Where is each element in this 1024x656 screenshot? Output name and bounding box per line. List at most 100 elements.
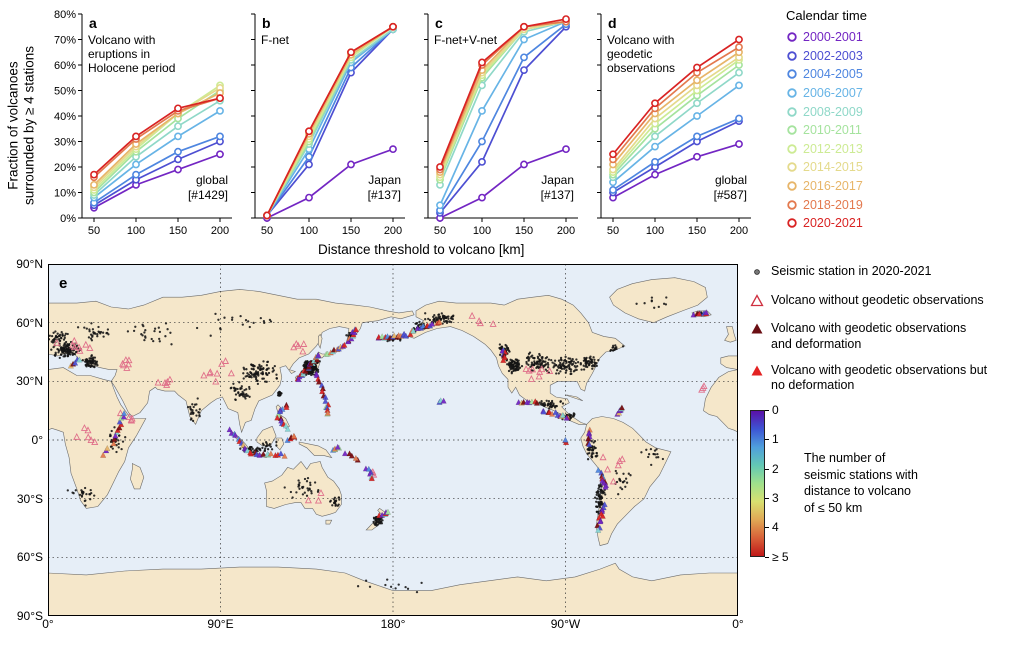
filled-triangle-icon: [751, 365, 763, 375]
calendar-entry-label: 2012-2013: [803, 141, 863, 156]
x-axis-label-row: Distance threshold to volcano [km]: [0, 242, 1024, 260]
svg-text:Volcano with: Volcano with: [607, 33, 674, 47]
colorbar-tick-mark: [765, 527, 769, 529]
calendar-marker-icon: [787, 106, 797, 117]
station-dot-icon: [754, 269, 760, 275]
svg-text:100: 100: [646, 225, 664, 237]
calendar-legend-entry: 2000-2001: [786, 28, 867, 47]
y-axis-label-line2: surrounded by ≥ 4 stations: [21, 46, 36, 206]
map-section: 90°N 60°N 30°N 0° 30°S 60°S 90°S e 0° 90°E 180° 9…: [0, 257, 1024, 632]
colorbar-tick-label: ≥ 5: [772, 549, 789, 564]
svg-text:20%: 20%: [54, 162, 76, 174]
svg-text:50: 50: [261, 225, 273, 237]
svg-text:[#137]: [#137]: [368, 188, 401, 202]
svg-text:200: 200: [730, 225, 748, 237]
calendar-legend-entry: 2020-2021: [786, 214, 867, 233]
colorbar-label-line: seismic stations with: [804, 467, 918, 482]
calendar-marker-icon: [787, 218, 797, 228]
colorbar-tick-mark: [765, 468, 769, 470]
colorbar-ticks: 0 1 2 3 4 ≥ 5: [765, 403, 800, 564]
colorbar-tick-mark: [765, 497, 769, 499]
map-legend-label: Volcano with geodetic observations and d…: [771, 321, 967, 351]
colorbar-tick-mark: [765, 409, 769, 411]
svg-text:70%: 70%: [54, 35, 76, 47]
calendar-legend-title: Calendar time: [786, 8, 867, 23]
calendar-marker-icon: [787, 181, 797, 191]
panel-c-chart: 50 100 150 200 c F-net+V-net Japan[#137]: [424, 13, 578, 237]
x-axis-label: Distance threshold to volcano [km]: [318, 242, 525, 257]
map-latitude-labels: 90°N 60°N 30°N 0° 30°S 60°S 90°S: [0, 257, 48, 623]
svg-text:Volcano with: Volcano with: [88, 33, 155, 47]
calendar-legend-entry: 2016-2017: [786, 177, 867, 196]
map-legend-entry: Volcano without geodetic observations: [750, 293, 990, 312]
svg-text:[#137]: [#137]: [541, 188, 574, 202]
calendar-legend-entry: 2004-2005: [786, 65, 867, 84]
open-triangle-icon: [750, 293, 764, 306]
calendar-legend-entry: 2008-2009: [786, 102, 867, 121]
latitude-tick-label: 30°N: [16, 374, 43, 389]
map-legend: Seismic station in 2020-2021 Volcano with…: [750, 264, 990, 632]
calendar-marker-icon: [787, 199, 797, 210]
map-legend-entries: Seismic station in 2020-2021 Volcano with…: [750, 264, 990, 394]
svg-text:100: 100: [127, 225, 145, 237]
colorbar-block: 0 1 2 3 4 ≥ 5 The number of seismic stations w…: [750, 403, 990, 564]
svg-text:0%: 0%: [60, 213, 76, 225]
calendar-legend-entry: 2006-2007: [786, 84, 867, 103]
map-legend-label: Seismic station in 2020-2021: [771, 264, 932, 278]
svg-text:b: b: [262, 15, 271, 31]
colorbar-tick-mark: [765, 556, 769, 558]
map-legend-label: Volcano without geodetic observations: [771, 292, 984, 307]
map-legend-entry: Volcano with geodetic observations but n…: [750, 363, 990, 394]
calendar-legend-entry: 2010-2011: [786, 121, 867, 140]
svg-text:100: 100: [300, 225, 318, 237]
svg-text:50: 50: [607, 225, 619, 237]
calendar-marker-icon: [787, 69, 797, 80]
longitude-tick-label: 0°: [42, 617, 54, 631]
calendar-legend-entry: 2018-2019: [786, 195, 867, 214]
svg-text:200: 200: [557, 225, 575, 237]
map-stack: e 0° 90°E 180° 90°W 0°: [42, 264, 744, 632]
svg-text:150: 150: [515, 225, 533, 237]
svg-text:200: 200: [384, 225, 402, 237]
calendar-entry-label: 2008-2009: [803, 104, 863, 119]
calendar-entry-label: 2020-2021: [803, 216, 863, 231]
svg-text:150: 150: [688, 225, 706, 237]
calendar-legend-entry: 2014-2015: [786, 158, 867, 177]
map-legend-entry: Volcano with geodetic observations and d…: [750, 321, 990, 352]
colorbar-tick-label: 4: [772, 520, 779, 535]
svg-text:100: 100: [473, 225, 491, 237]
colorbar-tick-label: 3: [772, 490, 779, 505]
volcanoes-layer: [53, 309, 710, 533]
svg-text:40%: 40%: [54, 111, 76, 123]
calendar-marker-icon: [787, 144, 797, 154]
calendar-legend-entry: 2012-2013: [786, 140, 867, 159]
svg-text:e: e: [59, 275, 67, 292]
panel-b-chart: 50 100 150 200 b F-net Japan[#137]: [251, 13, 405, 237]
calendar-entry-label: 2018-2019: [803, 197, 863, 212]
svg-text:c: c: [435, 15, 443, 31]
calendar-marker-icon: [787, 162, 797, 173]
longitude-tick-label: 0°: [732, 617, 744, 631]
svg-text:50%: 50%: [54, 86, 76, 98]
svg-text:a: a: [89, 15, 97, 31]
colorbar-tick-label: 1: [772, 432, 779, 447]
svg-text:50: 50: [434, 225, 446, 237]
calendar-marker-icon: [787, 88, 797, 98]
colorbar-tick-mark: [765, 439, 769, 441]
map-legend-label: Volcano with geodetic observations but n…: [771, 362, 988, 393]
y-axis-label-wrap: Fraction of volcanoes surrounded by ≥ 4 …: [4, 6, 38, 244]
colorbar-label: The number of seismic stations with distan…: [804, 450, 972, 516]
latitude-tick-label: 30°S: [16, 491, 43, 506]
calendar-legend-entry: 2002-2003: [786, 47, 867, 66]
calendar-time-legend: Calendar time 2000-2001 2002-2003 2004-200…: [786, 6, 867, 233]
svg-text:F-net+V-net: F-net+V-net: [434, 33, 498, 47]
longitude-tick-label: 90°E: [207, 617, 234, 631]
calendar-entry-label: 2010-2011: [803, 123, 862, 138]
svg-text:F-net: F-net: [261, 33, 290, 47]
calendar-marker-icon: [787, 32, 797, 42]
map-legend-entry: Seismic station in 2020-2021: [750, 264, 990, 283]
svg-text:200: 200: [211, 225, 229, 237]
calendar-legend-entries: 2000-2001 2002-2003 2004-2005 2006-2007 2008…: [786, 28, 867, 233]
svg-text:30%: 30%: [54, 137, 76, 149]
